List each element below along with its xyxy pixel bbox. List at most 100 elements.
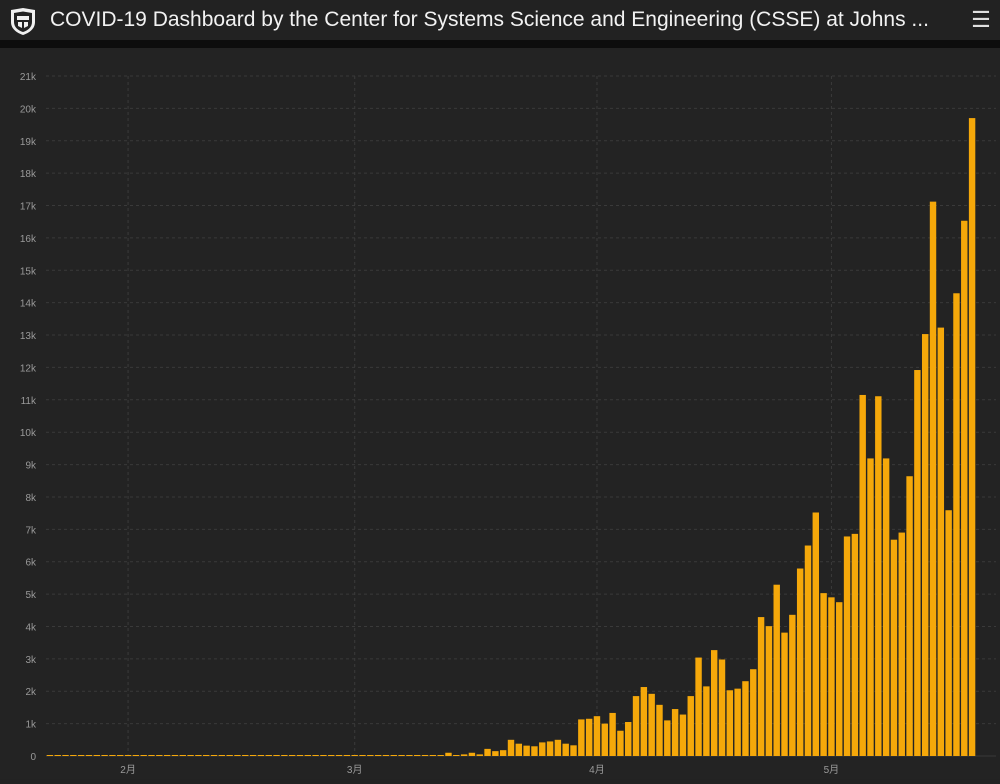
daily-bar[interactable] — [288, 755, 296, 756]
daily-bar[interactable] — [132, 755, 140, 756]
daily-bar[interactable] — [62, 755, 69, 756]
daily-bar[interactable] — [351, 755, 358, 756]
daily-bar[interactable] — [593, 716, 601, 756]
daily-bar[interactable] — [554, 739, 562, 756]
daily-bar[interactable] — [218, 755, 226, 756]
daily-bar[interactable] — [453, 755, 460, 756]
daily-bar[interactable] — [226, 755, 233, 756]
daily-bar[interactable] — [601, 723, 608, 756]
daily-bar[interactable] — [367, 755, 374, 756]
daily-bar[interactable] — [187, 755, 194, 756]
daily-bar[interactable] — [734, 688, 741, 756]
daily-bar[interactable] — [664, 720, 671, 756]
daily-bar[interactable] — [757, 617, 765, 756]
daily-bar[interactable] — [867, 458, 874, 756]
daily-bar[interactable] — [851, 533, 859, 756]
daily-bar[interactable] — [328, 755, 335, 756]
daily-bar[interactable] — [492, 751, 499, 756]
daily-bar[interactable] — [257, 755, 265, 756]
daily-bar[interactable] — [414, 755, 421, 756]
daily-bar[interactable] — [515, 743, 523, 756]
daily-bar[interactable] — [820, 593, 827, 756]
daily-bar[interactable] — [781, 632, 788, 756]
daily-bar[interactable] — [531, 746, 538, 756]
daily-bar[interactable] — [726, 690, 734, 756]
daily-bar[interactable] — [546, 741, 554, 756]
daily-bar[interactable] — [445, 752, 452, 756]
daily-bar[interactable] — [398, 755, 405, 756]
daily-bar[interactable] — [421, 755, 429, 756]
daily-bar[interactable] — [585, 718, 593, 756]
daily-bar[interactable] — [406, 755, 413, 756]
daily-bar[interactable] — [124, 755, 132, 756]
daily-bar[interactable] — [117, 755, 124, 756]
daily-bar[interactable] — [140, 755, 147, 756]
daily-bar[interactable] — [156, 755, 163, 756]
daily-bar[interactable] — [804, 545, 812, 756]
daily-bar[interactable] — [656, 704, 663, 756]
daily-bar[interactable] — [499, 750, 507, 756]
daily-bar[interactable] — [929, 201, 937, 757]
daily-bar[interactable] — [562, 743, 569, 756]
daily-bar[interactable] — [476, 754, 483, 756]
daily-bar[interactable] — [171, 755, 179, 756]
daily-bar[interactable] — [210, 755, 218, 756]
daily-bar[interactable] — [679, 714, 687, 756]
daily-bar[interactable] — [249, 755, 257, 756]
daily-bar[interactable] — [523, 745, 530, 756]
daily-bar[interactable] — [906, 476, 913, 756]
daily-bar[interactable] — [281, 755, 288, 756]
daily-bar[interactable] — [671, 709, 679, 756]
daily-bar[interactable] — [961, 220, 968, 756]
daily-bar[interactable] — [70, 755, 77, 756]
daily-bar[interactable] — [570, 745, 577, 756]
daily-bar[interactable] — [648, 693, 655, 756]
daily-bar[interactable] — [382, 755, 390, 756]
daily-bar[interactable] — [109, 755, 116, 756]
daily-bar[interactable] — [304, 755, 312, 756]
daily-bar[interactable] — [796, 568, 804, 756]
daily-bar[interactable] — [242, 755, 249, 756]
daily-bar[interactable] — [945, 510, 952, 756]
daily-bar[interactable] — [968, 118, 976, 757]
daily-bar[interactable] — [710, 650, 718, 756]
daily-bar[interactable] — [898, 532, 905, 756]
daily-bar[interactable] — [718, 659, 726, 756]
daily-bar[interactable] — [374, 755, 382, 756]
daily-bar[interactable] — [812, 512, 819, 756]
daily-bar[interactable] — [687, 696, 694, 756]
daily-bar[interactable] — [921, 334, 929, 756]
daily-bar[interactable] — [312, 755, 319, 756]
daily-bar[interactable] — [789, 614, 796, 756]
daily-bar[interactable] — [632, 696, 640, 756]
daily-bar[interactable] — [773, 584, 780, 756]
daily-bar[interactable] — [742, 681, 749, 756]
daily-bar[interactable] — [437, 755, 444, 756]
daily-bar[interactable] — [882, 458, 890, 756]
daily-bar[interactable] — [875, 396, 882, 756]
daily-bar[interactable] — [539, 742, 546, 756]
daily-bar[interactable] — [460, 754, 468, 756]
daily-bar[interactable] — [429, 755, 437, 756]
daily-bar[interactable] — [148, 755, 155, 756]
daily-bar[interactable] — [703, 686, 710, 756]
daily-bar[interactable] — [609, 712, 616, 756]
daily-bar[interactable] — [390, 755, 397, 756]
hamburger-menu-icon[interactable]: ☰ — [971, 7, 991, 32]
daily-bar[interactable] — [54, 755, 61, 756]
daily-bar[interactable] — [507, 739, 515, 756]
daily-bar[interactable] — [640, 687, 648, 756]
daily-bar[interactable] — [937, 327, 945, 756]
daily-bar[interactable] — [203, 755, 210, 756]
daily-bar[interactable] — [77, 755, 85, 756]
daily-bar[interactable] — [750, 669, 757, 756]
daily-bar[interactable] — [179, 755, 186, 756]
daily-bar[interactable] — [953, 293, 960, 756]
daily-bar[interactable] — [101, 755, 108, 756]
daily-bar[interactable] — [843, 536, 851, 756]
daily-bar[interactable] — [695, 657, 702, 756]
daily-bar[interactable] — [46, 755, 54, 756]
daily-bar[interactable] — [335, 755, 343, 756]
daily-bar[interactable] — [484, 748, 491, 756]
daily-bar[interactable] — [296, 755, 304, 756]
